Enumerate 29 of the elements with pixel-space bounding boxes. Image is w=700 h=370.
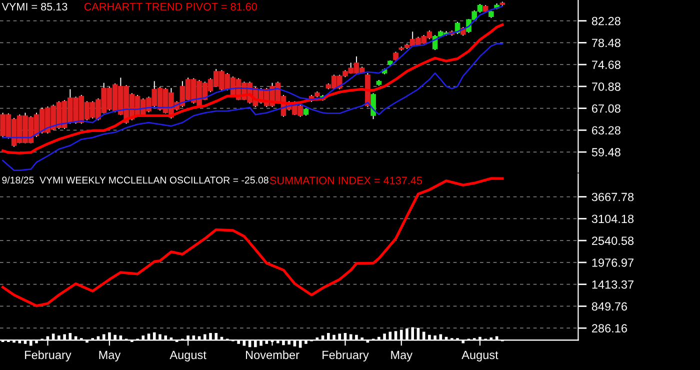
x-tick-label: August: [170, 350, 206, 362]
y-tick-label: 59.48: [592, 148, 620, 156]
y-tick-label: 2540.58: [592, 236, 634, 245]
candlestick: [370, 92, 376, 120]
y-tick-label: 82.28: [592, 16, 620, 26]
x-tick-label: February: [322, 350, 369, 362]
y-tick-label: 286.16: [592, 324, 627, 332]
x-tick-label: May: [391, 350, 412, 362]
y-tick-label: 3104.18: [592, 214, 634, 224]
line-series: [1, 23, 504, 154]
annotation: 9/18/25 VYMI WEEKLY MCCLELLAN OSCILLATOR = -25.08: [2, 176, 268, 184]
x-tick-label: November: [246, 350, 300, 360]
x-tick-label: February: [25, 350, 72, 362]
line-series: [1, 177, 504, 308]
annotation: VYMI = 85.13: [2, 2, 68, 11]
line-series: [2, 43, 504, 172]
y-tick-label: 78.48: [592, 38, 620, 48]
text: CARHARTT TREND PIVOT = 81.60: [84, 2, 257, 11]
y-tick-label: 74.68: [592, 60, 620, 69]
y-tick-label: 70.88: [592, 82, 620, 91]
y-tick-label: 849.76: [592, 302, 627, 311]
y-tick-label: 67.08: [592, 104, 620, 113]
y-tick-label: 1976.97: [592, 258, 634, 267]
series-label: SUMMATION INDEX = 4137.45: [270, 176, 422, 184]
y-tick-label: 3667.78: [592, 192, 634, 202]
x-tick-label: August: [462, 350, 498, 362]
x-tick-label: May: [99, 350, 121, 362]
y-tick-label: 63.28: [592, 126, 620, 135]
y-tick-label: 1413.37: [592, 280, 634, 289]
